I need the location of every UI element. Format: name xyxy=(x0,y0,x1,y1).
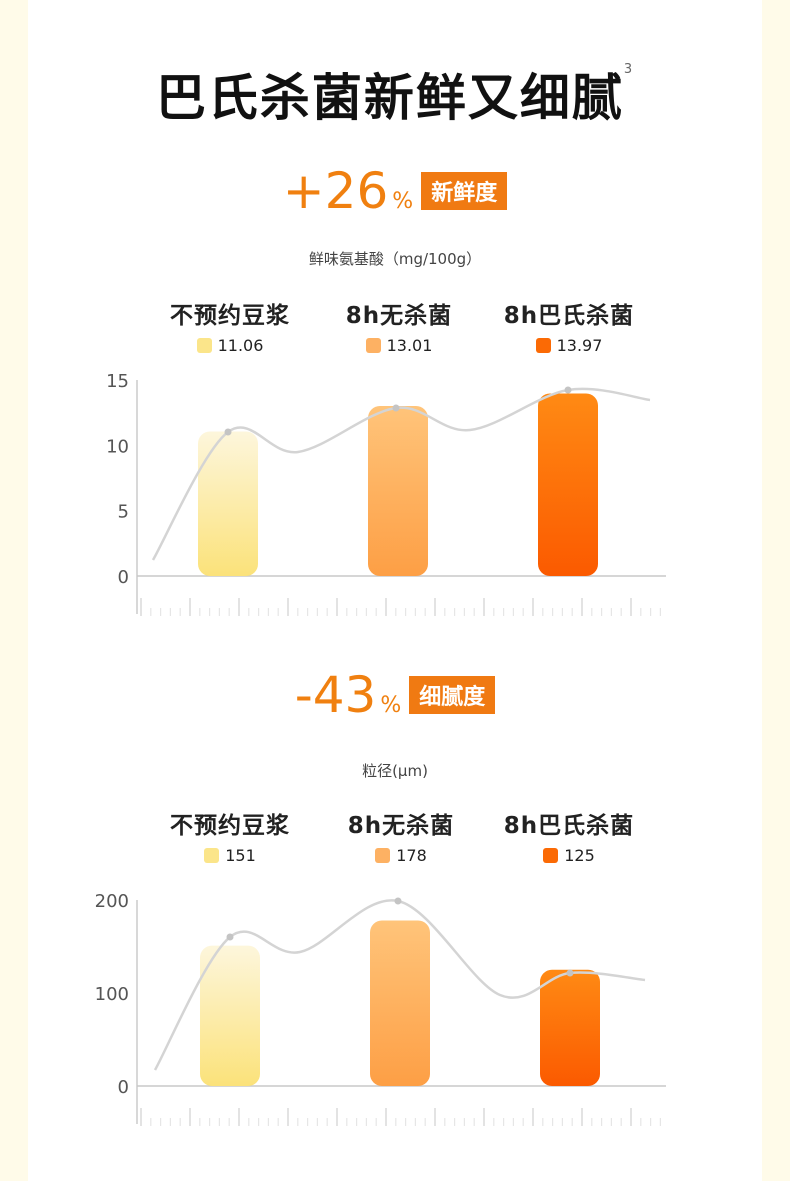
legend-swatch xyxy=(196,338,212,353)
ruler-ticks xyxy=(140,1108,662,1126)
trend-point xyxy=(392,404,400,412)
smoothness-stat-value: -43 xyxy=(294,666,377,724)
freshness-bar-chart: 0 5 10 15 xyxy=(106,371,666,616)
y-tick-label: 0 xyxy=(118,567,129,588)
legend-item-3: 8h巴氏杀菌 13.97 xyxy=(469,296,669,355)
legend-item-1: 不预约豆浆 151 xyxy=(130,806,330,865)
legend-swatch xyxy=(535,338,551,353)
trend-point xyxy=(394,897,402,905)
y-tick-label: 0 xyxy=(118,1077,129,1098)
y-tick-label: 10 xyxy=(106,436,129,457)
bar-2 xyxy=(368,406,428,576)
ruler-ticks xyxy=(140,598,662,616)
y-tick-label: 15 xyxy=(106,371,129,392)
smoothness-unit-label: 粒径(μm) xyxy=(362,762,428,780)
trend-point xyxy=(224,428,232,436)
legend-value: 151 xyxy=(225,846,256,865)
smoothness-stat-percent: % xyxy=(380,693,402,718)
legend-name: 8h巴氏杀菌 xyxy=(503,303,635,329)
smoothness-tag: 细腻度 xyxy=(409,676,496,714)
trend-point xyxy=(566,969,574,977)
legend-item-1: 不预约豆浆 11.06 xyxy=(130,296,330,355)
freshness-tag: 新鲜度 xyxy=(421,172,508,210)
page-title: 巴氏杀菌新鲜又细腻3 xyxy=(0,58,790,130)
legend-swatch xyxy=(543,848,559,863)
legend-name: 8h巴氏杀菌 xyxy=(503,813,635,839)
legend-item-3: 8h巴氏杀菌 125 xyxy=(469,806,669,865)
bar-1 xyxy=(198,431,258,576)
page-title-text: 巴氏杀菌新鲜又细腻 xyxy=(155,69,624,127)
freshness-unit-label: 鲜味氨基酸（mg/100g） xyxy=(308,250,482,268)
legend-value: 178 xyxy=(396,846,427,865)
trend-point xyxy=(226,933,234,941)
bar-2 xyxy=(370,920,430,1086)
trend-point xyxy=(564,386,572,394)
bar-3 xyxy=(540,969,600,1086)
trend-curve xyxy=(153,899,646,1071)
freshness-stat-percent: % xyxy=(392,189,414,214)
title-footnote-mark: 3 xyxy=(623,62,635,77)
freshness-stat: +26 % 新鲜度 xyxy=(0,166,790,216)
bar-1 xyxy=(200,945,260,1086)
legend-item-2: 8h无杀菌 178 xyxy=(301,806,501,865)
smoothness-bar-chart: 0 100 200 xyxy=(95,891,666,1126)
legend-name: 8h无杀菌 xyxy=(345,303,453,329)
y-tick-label: 200 xyxy=(95,891,129,912)
legend-value: 125 xyxy=(564,846,595,865)
legend-swatch xyxy=(375,848,391,863)
legend-value: 11.06 xyxy=(217,336,264,355)
legend-swatch xyxy=(365,338,381,353)
y-tick-label: 100 xyxy=(95,984,129,1005)
legend-name: 不预约豆浆 xyxy=(170,813,290,839)
y-tick-label: 5 xyxy=(118,502,129,523)
smoothness-legend: 不预约豆浆 151 8h无杀菌 178 8h巴氏杀菌 125 xyxy=(0,806,790,866)
smoothness-stat: -43 % 细腻度 xyxy=(0,670,790,720)
legend-value: 13.97 xyxy=(556,336,603,355)
bar-3 xyxy=(538,393,598,576)
freshness-legend: 不预约豆浆 11.06 8h无杀菌 13.01 8h巴氏杀菌 13.97 xyxy=(0,296,790,356)
legend-value: 13.01 xyxy=(386,336,433,355)
legend-item-2: 8h无杀菌 13.01 xyxy=(299,296,499,355)
legend-swatch xyxy=(204,848,220,863)
legend-name: 8h无杀菌 xyxy=(347,813,455,839)
legend-name: 不预约豆浆 xyxy=(170,303,290,329)
freshness-stat-value: +26 xyxy=(282,162,389,220)
